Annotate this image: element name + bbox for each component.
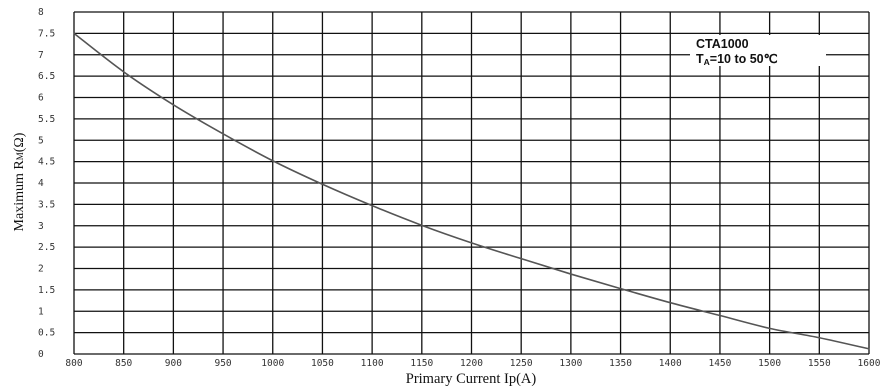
x-tick-label: 1050 — [311, 358, 334, 369]
annotation-box: CTA1000 TA=10 to 50℃ — [690, 35, 826, 67]
rm-curve-point — [421, 224, 423, 227]
rm-curve-point — [818, 336, 821, 339]
annotation-model: CTA1000 — [696, 37, 749, 51]
y-tick-label: 8 — [38, 7, 44, 18]
x-tick-label: 1200 — [460, 358, 483, 369]
annotation-temp-range: TA=10 to 50℃ — [696, 52, 778, 67]
x-tick-label: 850 — [115, 358, 132, 369]
rm-curve-point — [619, 287, 622, 290]
y-tick-label: 3.5 — [38, 199, 55, 210]
x-tick-label: 900 — [165, 358, 182, 369]
y-tick-label: 7 — [38, 50, 44, 61]
rm-curve-point — [520, 257, 522, 260]
y-axis-title-main: Maximum R — [12, 160, 27, 232]
rm-curve-point — [868, 348, 870, 350]
x-tick-label: 1600 — [858, 358, 881, 369]
x-tick-label: 800 — [65, 358, 82, 369]
horizontal-gridlines — [74, 11, 869, 355]
rm-curve-point — [470, 242, 473, 244]
rm-curve-point — [222, 133, 224, 135]
rm-curve-point — [768, 327, 771, 330]
y-tick-label: 3 — [38, 221, 44, 232]
rm-curve-point — [669, 301, 672, 304]
x-tick-label: 1300 — [559, 358, 582, 369]
x-tick-label: 1250 — [510, 358, 533, 369]
x-tick-label: 1550 — [808, 358, 831, 369]
y-axis-title-unit: (Ω) — [12, 132, 27, 152]
rm-curve-point — [719, 314, 721, 317]
y-tick-labels: 0 0.5 1 1.5 2 2.5 3 3.5 4 4.5 5 5.5 6 6.5 7 7.5 8 — [38, 7, 55, 360]
y-tick-label: 5.5 — [38, 114, 55, 125]
rm-curve-point — [122, 71, 125, 73]
x-tick-label: 1450 — [708, 358, 731, 369]
x-tick-labels: 800 850 900 950 1000 1050 1100 1150 1200 1250 1300… — [65, 358, 880, 369]
x-tick-label: 950 — [214, 358, 231, 369]
annotation-temp-symbol: T — [696, 52, 704, 66]
x-tick-label: 1000 — [261, 358, 284, 369]
y-tick-label: 6 — [38, 93, 44, 104]
y-tick-label: 7.5 — [38, 28, 55, 39]
y-tick-label: 0 — [38, 349, 44, 360]
rm-curve-point — [371, 204, 373, 207]
y-tick-label: 1.5 — [38, 285, 55, 296]
y-tick-label: 2 — [38, 264, 44, 275]
y-tick-label: 1 — [38, 306, 44, 317]
curve-layer — [73, 32, 870, 350]
rm-curve-point — [570, 273, 572, 275]
annotation-temp-values: =10 to 50℃ — [710, 52, 778, 66]
x-tick-label: 1500 — [758, 358, 781, 369]
x-tick-label: 1150 — [410, 358, 433, 369]
rm-curve-point — [73, 32, 75, 35]
x-tick-label: 1350 — [609, 358, 632, 369]
y-tick-label: 6.5 — [38, 71, 55, 82]
y-tick-label: 4.5 — [38, 157, 55, 168]
x-axis-title: Primary Current Ip(A) — [406, 371, 537, 387]
y-axis-title-subscript: M — [15, 152, 25, 160]
x-tick-label: 1100 — [361, 358, 384, 369]
y-tick-label: 4 — [38, 178, 44, 189]
rm-curve-point — [172, 103, 175, 106]
annotation-temp-subscript: A — [704, 57, 710, 67]
y-tick-label: 0.5 — [38, 328, 55, 339]
rm-curve-point — [271, 159, 274, 162]
y-axis-title: Maximum RM(Ω) — [12, 132, 27, 231]
y-tick-label: 5 — [38, 135, 44, 146]
y-tick-label: 2.5 — [38, 242, 55, 253]
x-tick-label: 1400 — [659, 358, 682, 369]
rm-curve-point — [321, 183, 324, 186]
annotation-background — [690, 35, 826, 66]
